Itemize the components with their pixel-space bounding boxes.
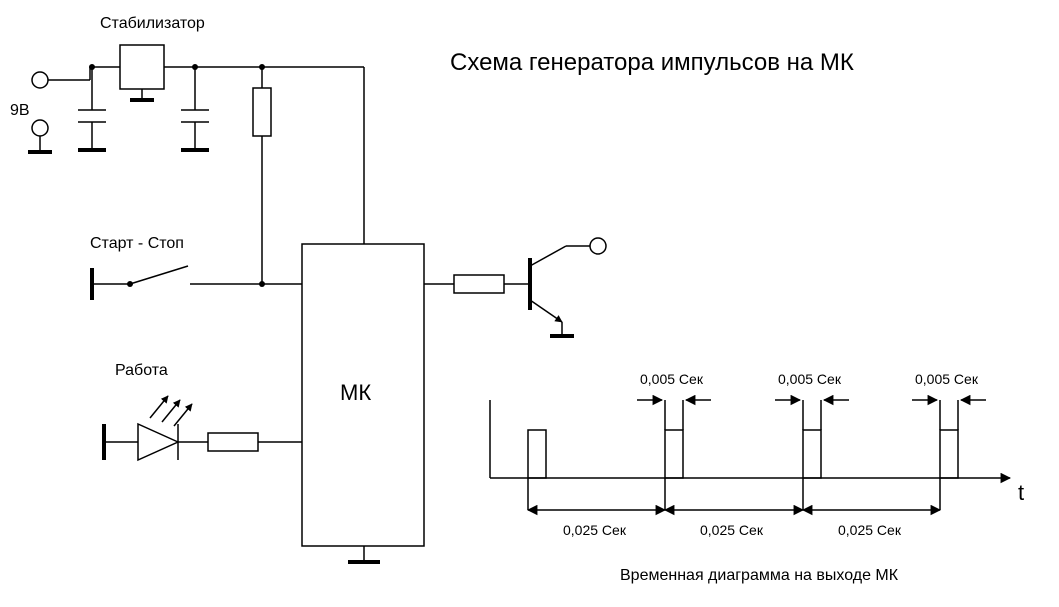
mcu-label: МК xyxy=(340,380,371,405)
period-label-1: 0,025 Сек xyxy=(563,522,627,538)
stabilizer-block xyxy=(120,45,164,89)
input-terminal-bottom xyxy=(32,120,48,136)
pullup-resistor xyxy=(253,88,271,136)
t-axis-label: t xyxy=(1018,480,1024,505)
input-terminal-top xyxy=(32,72,48,88)
output-terminal xyxy=(590,238,606,254)
circuit-diagram: Схема генератора импульсов на МК 9В Стаб… xyxy=(0,0,1059,607)
start-stop-label: Старт - Стоп xyxy=(90,235,184,252)
led-icon xyxy=(138,396,192,460)
pulse-width-label-2: 0,005 Сек xyxy=(778,371,842,387)
timing-caption: Временная диаграмма на выходе МК xyxy=(620,567,899,584)
base-resistor xyxy=(454,275,504,293)
work-label: Работа xyxy=(115,362,168,379)
pulse-width-label-1: 0,005 Сек xyxy=(640,371,704,387)
voltage-label: 9В xyxy=(10,102,30,119)
switch-arm xyxy=(130,266,188,284)
period-label-2: 0,025 Сек xyxy=(700,522,764,538)
npn-transistor xyxy=(530,238,606,336)
diagram-title: Схема генератора импульсов на МК xyxy=(450,49,854,76)
period-label-3: 0,025 Сек xyxy=(838,522,902,538)
stabilizer-label: Стабилизатор xyxy=(100,15,205,32)
pulse-width-label-3: 0,005 Сек xyxy=(915,371,979,387)
led-resistor xyxy=(208,433,258,451)
timing-diagram: t 0,025 Сек 0,025 Сек 0,025 Сек 0,005 Се… xyxy=(490,371,1024,584)
